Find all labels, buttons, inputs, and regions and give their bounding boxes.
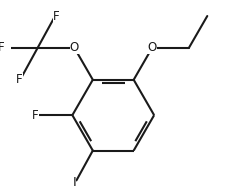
Text: O: O — [70, 41, 79, 54]
Text: F: F — [16, 73, 23, 86]
Text: I: I — [73, 176, 76, 189]
Text: F: F — [32, 109, 39, 122]
Text: O: O — [147, 41, 157, 54]
Text: F: F — [53, 10, 59, 23]
Text: F: F — [0, 41, 4, 54]
